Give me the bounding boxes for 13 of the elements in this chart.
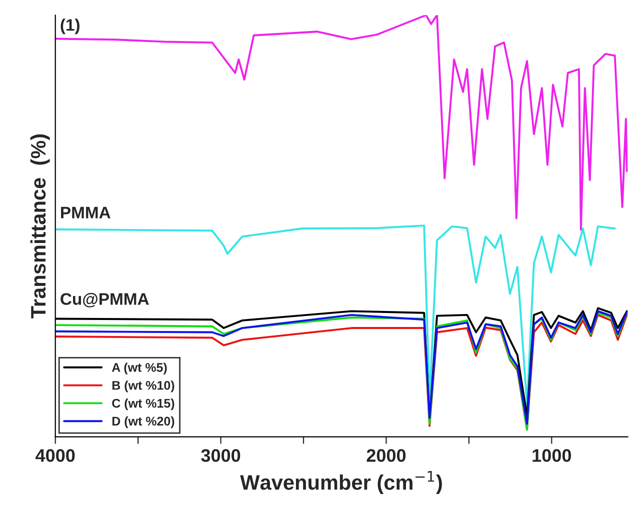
legend-label: D (wt %20) (112, 416, 174, 428)
x-tick-label: 2000 (366, 449, 406, 462)
x-tick-label: 4000 (36, 449, 75, 462)
x-axis-title: Wavenumber (cm$^{−1}$) (240, 471, 442, 494)
legend-label: A (wt %5) (112, 362, 167, 374)
y-axis-title: Transmittance (%) (30, 134, 50, 318)
legend-label: C (wt %15) (112, 398, 174, 410)
annotation: Cu@PMMA (60, 292, 149, 308)
x-tick-label: 3000 (201, 449, 240, 462)
x-tick-label: 1000 (532, 449, 571, 462)
annotation: (1) (60, 18, 80, 34)
annotation: PMMA (61, 206, 110, 218)
legend-label: B (wt %10) (112, 380, 174, 392)
